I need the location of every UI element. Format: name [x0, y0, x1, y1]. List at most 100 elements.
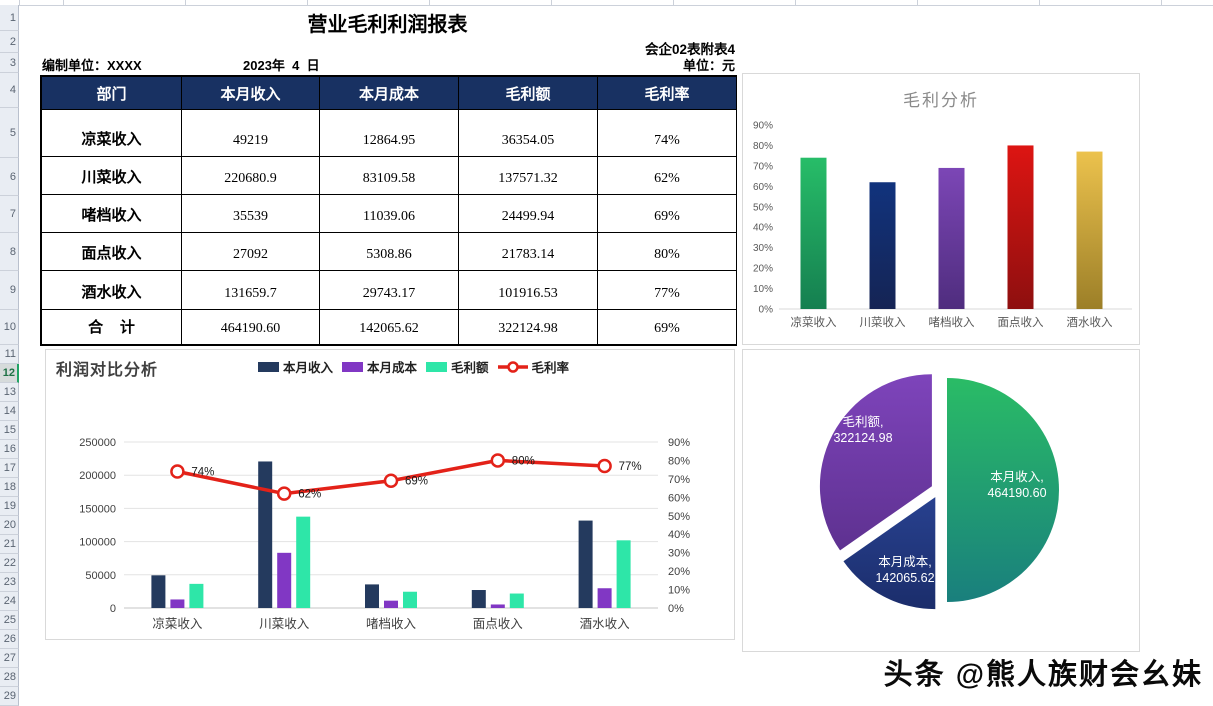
row-header-3[interactable]: 3: [0, 53, 19, 73]
legend-swatch: [426, 361, 448, 372]
table-cell[interactable]: 49219: [182, 110, 320, 157]
svg-text:150000: 150000: [79, 503, 116, 515]
row-header-7[interactable]: 7: [0, 196, 19, 233]
row-header-28[interactable]: 28: [0, 668, 19, 687]
table-cell[interactable]: 5308.86: [320, 233, 459, 271]
row-header-20[interactable]: 20: [0, 516, 19, 535]
unit-label: 单位：元: [682, 58, 735, 73]
pie-slice-本月收入: [947, 378, 1059, 602]
legend-label: 毛利率: [531, 361, 570, 375]
svg-text:40%: 40%: [753, 223, 773, 234]
sheet-top-gridline: [0, 5, 1213, 6]
table-cell[interactable]: 322124.98: [459, 310, 598, 346]
table-cell[interactable]: 69%: [598, 310, 737, 346]
gross-margin-bar-chart[interactable]: 毛利分析 0% 10% 20% 30% 40% 50% 60% 70% 80% 90% 凉菜收入 川菜…: [742, 73, 1140, 345]
table-cell[interactable]: 74%: [598, 110, 737, 157]
row-header-1[interactable]: 1: [0, 5, 19, 31]
column-header[interactable]: 毛利额: [459, 77, 598, 110]
row-header-2[interactable]: 2: [0, 31, 19, 53]
prepared-by: 编制单位：XXXX: [42, 58, 142, 73]
table-cell[interactable]: 酒水收入: [42, 271, 182, 310]
svg-text:100000: 100000: [79, 537, 116, 549]
legend-swatch: [342, 361, 364, 372]
row-header-9[interactable]: 9: [0, 271, 19, 310]
table-cell[interactable]: 62%: [598, 157, 737, 195]
row-header-26[interactable]: 26: [0, 630, 19, 649]
row-header-14[interactable]: 14: [0, 402, 19, 421]
svg-text:凉菜收入: 凉菜收入: [791, 315, 837, 329]
bar-本月收入: [365, 584, 379, 608]
svg-text:面点收入: 面点收入: [473, 617, 524, 631]
row-header-16[interactable]: 16: [0, 440, 19, 459]
bar-本月成本: [384, 600, 398, 608]
column-header[interactable]: 本月收入: [182, 77, 320, 110]
table-cell[interactable]: 80%: [598, 233, 737, 271]
svg-text:30%: 30%: [668, 548, 690, 560]
row-header-18[interactable]: 18: [0, 478, 19, 497]
totals-pie-chart[interactable]: 本月收入, 464190.60 本月成本, 142065.62 毛利额, 322124.9…: [742, 349, 1140, 652]
bar-川菜收入: [869, 182, 896, 309]
svg-text:20%: 20%: [753, 264, 773, 275]
table-cell[interactable]: 131659.7: [182, 271, 320, 310]
row-header-17[interactable]: 17: [0, 459, 19, 478]
svg-text:0: 0: [110, 603, 116, 615]
svg-text:10%: 10%: [753, 284, 773, 295]
table-cell[interactable]: 21783.14: [459, 233, 598, 271]
row-header-21[interactable]: 21: [0, 535, 19, 554]
table-cell[interactable]: 24499.94: [459, 195, 598, 233]
table-cell[interactable]: 101916.53: [459, 271, 598, 310]
table-cell[interactable]: 合 计: [42, 310, 182, 346]
table-cell[interactable]: 啫档收入: [42, 195, 182, 233]
row-header-24[interactable]: 24: [0, 592, 19, 611]
table-cell[interactable]: 83109.58: [320, 157, 459, 195]
table-cell[interactable]: 220680.9: [182, 157, 320, 195]
legend-item-本月成本: 本月成本: [342, 357, 417, 376]
row-header-22[interactable]: 22: [0, 554, 19, 573]
row-header-27[interactable]: 27: [0, 649, 19, 668]
table-cell[interactable]: 137571.32: [459, 157, 598, 195]
column-header[interactable]: 本月成本: [320, 77, 459, 110]
bar-本月收入: [151, 575, 166, 608]
row-header-8[interactable]: 8: [0, 233, 19, 271]
column-header[interactable]: 部门: [42, 77, 182, 110]
row-header-29[interactable]: 29: [0, 687, 19, 706]
row-header-10[interactable]: 10: [0, 310, 19, 345]
row-header-6[interactable]: 6: [0, 158, 19, 196]
table-cell[interactable]: 凉菜收入: [42, 110, 182, 157]
table-cell[interactable]: 36354.05: [459, 110, 598, 157]
row-header-13[interactable]: 13: [0, 383, 19, 402]
table-cell[interactable]: 面点收入: [42, 233, 182, 271]
row-header-12[interactable]: 12: [0, 364, 19, 383]
svg-text:60%: 60%: [668, 492, 690, 504]
table-cell[interactable]: 27092: [182, 233, 320, 271]
table-cell[interactable]: 12864.95: [320, 110, 459, 157]
bar-酒水收入: [1076, 151, 1103, 309]
table-cell[interactable]: 11039.06: [320, 195, 459, 233]
svg-text:50%: 50%: [753, 202, 773, 213]
row-header-19[interactable]: 19: [0, 497, 19, 516]
table-cell[interactable]: 川菜收入: [42, 157, 182, 195]
svg-text:90%: 90%: [753, 121, 773, 132]
svg-text:啫档收入: 啫档收入: [929, 315, 975, 329]
svg-text:10%: 10%: [668, 585, 690, 597]
svg-text:80%: 80%: [753, 141, 773, 152]
table-cell[interactable]: 69%: [598, 195, 737, 233]
row-header-25[interactable]: 25: [0, 611, 19, 630]
row-header-11[interactable]: 11: [0, 345, 19, 364]
row-header-4[interactable]: 4: [0, 73, 19, 108]
svg-text:70%: 70%: [753, 161, 773, 172]
column-header[interactable]: 毛利率: [598, 77, 737, 110]
svg-text:本月收入,464190.60: 本月收入, 464190.60: [987, 470, 1046, 500]
table-cell[interactable]: 77%: [598, 271, 737, 310]
combo-chart-plot: 0 50000 100000 150000 200000 250000 0% 10% 20% 30…: [79, 437, 690, 631]
row-header-15[interactable]: 15: [0, 421, 19, 440]
table-cell[interactable]: 142065.62: [320, 310, 459, 346]
row-header-23[interactable]: 23: [0, 573, 19, 592]
bar-本月成本: [597, 588, 612, 608]
table-cell[interactable]: 29743.17: [320, 271, 459, 310]
bar-毛利额: [189, 583, 204, 608]
profit-comparison-combo-chart[interactable]: 利润对比分析 本月收入 本月成本 毛利额 毛利率 0 50000 100000 150000…: [45, 349, 735, 640]
table-cell[interactable]: 35539: [182, 195, 320, 233]
row-header-5[interactable]: 5: [0, 108, 19, 158]
table-cell[interactable]: 464190.60: [182, 310, 320, 346]
